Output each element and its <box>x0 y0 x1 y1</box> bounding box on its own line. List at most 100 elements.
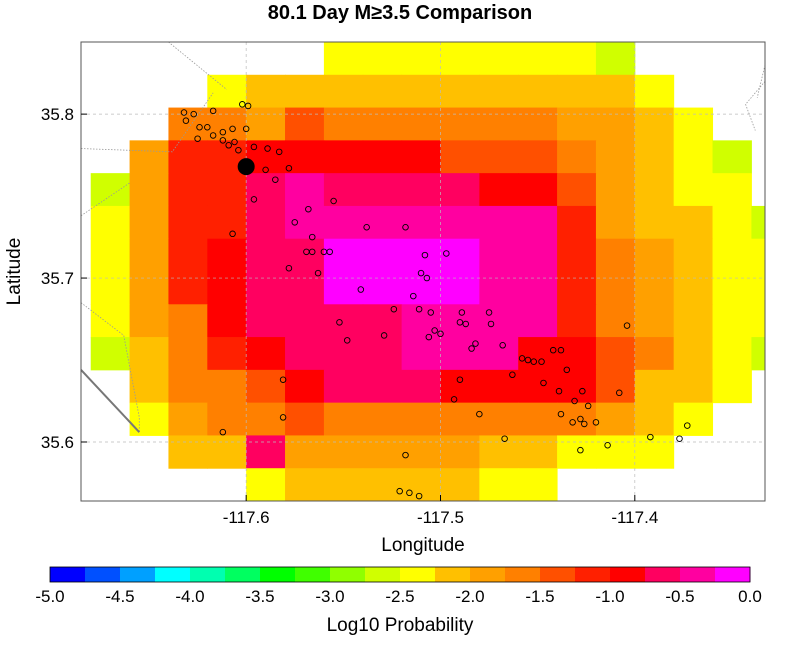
heatmap-cell <box>285 271 325 305</box>
heatmap-cell <box>518 369 558 404</box>
heatmap-cell <box>285 468 325 502</box>
earthquake-marker <box>563 366 571 374</box>
heatmap-cell <box>557 74 597 109</box>
earthquake-marker <box>357 286 365 293</box>
heatmap-cell <box>246 238 286 272</box>
earthquake-marker <box>557 346 565 354</box>
heatmap-cell <box>557 107 597 141</box>
earthquake-marker <box>549 346 557 354</box>
heatmap-cell <box>90 337 131 371</box>
heatmap-cell <box>518 74 558 109</box>
heatmap-cell <box>246 337 286 371</box>
earthquake-marker <box>180 109 188 116</box>
heatmap-cell <box>129 337 169 371</box>
heatmap-cell <box>323 140 364 174</box>
heatmap-cell <box>440 74 480 109</box>
heatmap-cell <box>323 435 364 469</box>
probability-heatmap <box>90 42 766 502</box>
heatmap-cell <box>634 271 675 305</box>
heatmap-cell <box>90 271 131 305</box>
colorbar-swatch <box>155 567 191 582</box>
colorbar-swatch <box>715 567 751 582</box>
earthquake-marker <box>684 422 691 429</box>
heatmap-cell <box>285 107 325 141</box>
colorbar-swatch <box>365 567 401 582</box>
earthquake-marker <box>555 387 563 395</box>
heatmap-cell <box>751 304 766 338</box>
heatmap-cell <box>595 271 636 305</box>
earthquake-marker <box>380 332 388 339</box>
heatmap-cell <box>362 369 403 404</box>
heatmap-cell <box>323 304 364 338</box>
heatmap-cell <box>207 402 247 436</box>
earthquake-marker <box>190 110 197 118</box>
y-tick-label: 35.6 <box>41 433 74 452</box>
heatmap-cell <box>634 107 675 141</box>
colorbar-tick-label: -2.5 <box>385 587 414 606</box>
earthquake-marker <box>423 274 431 282</box>
heatmap-cell <box>440 205 480 240</box>
earthquake-marker <box>581 420 588 428</box>
heatmap-cell <box>246 271 286 305</box>
earthquake-marker <box>456 376 464 383</box>
heatmap-cell <box>712 304 752 338</box>
heatmap-cell <box>168 238 208 272</box>
earthquake-marker <box>279 376 287 383</box>
heatmap-cell <box>634 205 675 240</box>
heatmap-cell <box>168 271 208 305</box>
heatmap-cell <box>323 205 364 240</box>
colorbar-swatch <box>645 567 681 582</box>
heatmap-cell <box>634 140 675 174</box>
heatmap-cell <box>595 173 636 207</box>
heatmap-cell <box>246 74 286 109</box>
earthquake-marker <box>487 320 495 328</box>
y-tick-label: 35.7 <box>41 269 74 288</box>
x-axis-ticks: -117.6 -117.5 -117.4 <box>223 495 658 527</box>
earthquake-marker <box>524 356 532 364</box>
heatmap-cell <box>751 271 766 305</box>
heatmap-cell <box>518 468 558 502</box>
earthquake-marker <box>406 489 413 497</box>
heatmap-cell <box>246 107 286 141</box>
earthquake-marker <box>204 123 211 131</box>
heatmap-cell <box>362 173 403 207</box>
heatmap-cell <box>207 271 247 305</box>
heatmap-cell <box>401 468 441 502</box>
earthquake-marker <box>225 142 232 149</box>
heatmap-cell <box>557 337 597 371</box>
heatmap-cell <box>168 205 208 240</box>
heatmap-cell <box>401 304 441 338</box>
earthquake-marker <box>592 419 600 426</box>
earthquake-marker <box>194 135 201 142</box>
heatmap-cell <box>479 205 519 240</box>
earthquake-marker <box>530 358 538 365</box>
heatmap-cell <box>401 435 441 469</box>
colorbar-frame <box>49 566 751 583</box>
heatmap-cell <box>479 42 519 76</box>
colorbar-tick-label: -3.0 <box>315 587 344 606</box>
heatmap-cell <box>285 337 325 371</box>
heatmap-cell <box>440 369 480 404</box>
earthquake-marker <box>219 428 227 436</box>
heatmap-cell <box>246 468 286 502</box>
mainshock-marker <box>237 158 255 176</box>
heatmap-cell <box>129 271 169 305</box>
heatmap-cell <box>712 271 752 305</box>
grid-lines <box>81 42 765 501</box>
earthquake-marker <box>472 340 479 347</box>
heatmap-cell <box>323 468 364 502</box>
heatmap-cell <box>479 238 519 272</box>
heatmap-cell <box>634 173 675 207</box>
heatmap-cell <box>712 337 752 371</box>
heatmap-cell <box>518 140 558 174</box>
heatmap-cell <box>285 74 325 109</box>
earthquake-marker <box>244 102 252 110</box>
colorbar-tick-label: -4.5 <box>105 587 134 606</box>
earthquake-marker <box>410 292 417 300</box>
heatmap-cell <box>401 369 441 404</box>
heatmap-cell <box>440 271 480 305</box>
heatmap-cell <box>557 369 597 404</box>
heatmap-cell <box>285 173 325 207</box>
heatmap-cell <box>518 173 558 207</box>
earthquake-marker <box>579 387 586 395</box>
